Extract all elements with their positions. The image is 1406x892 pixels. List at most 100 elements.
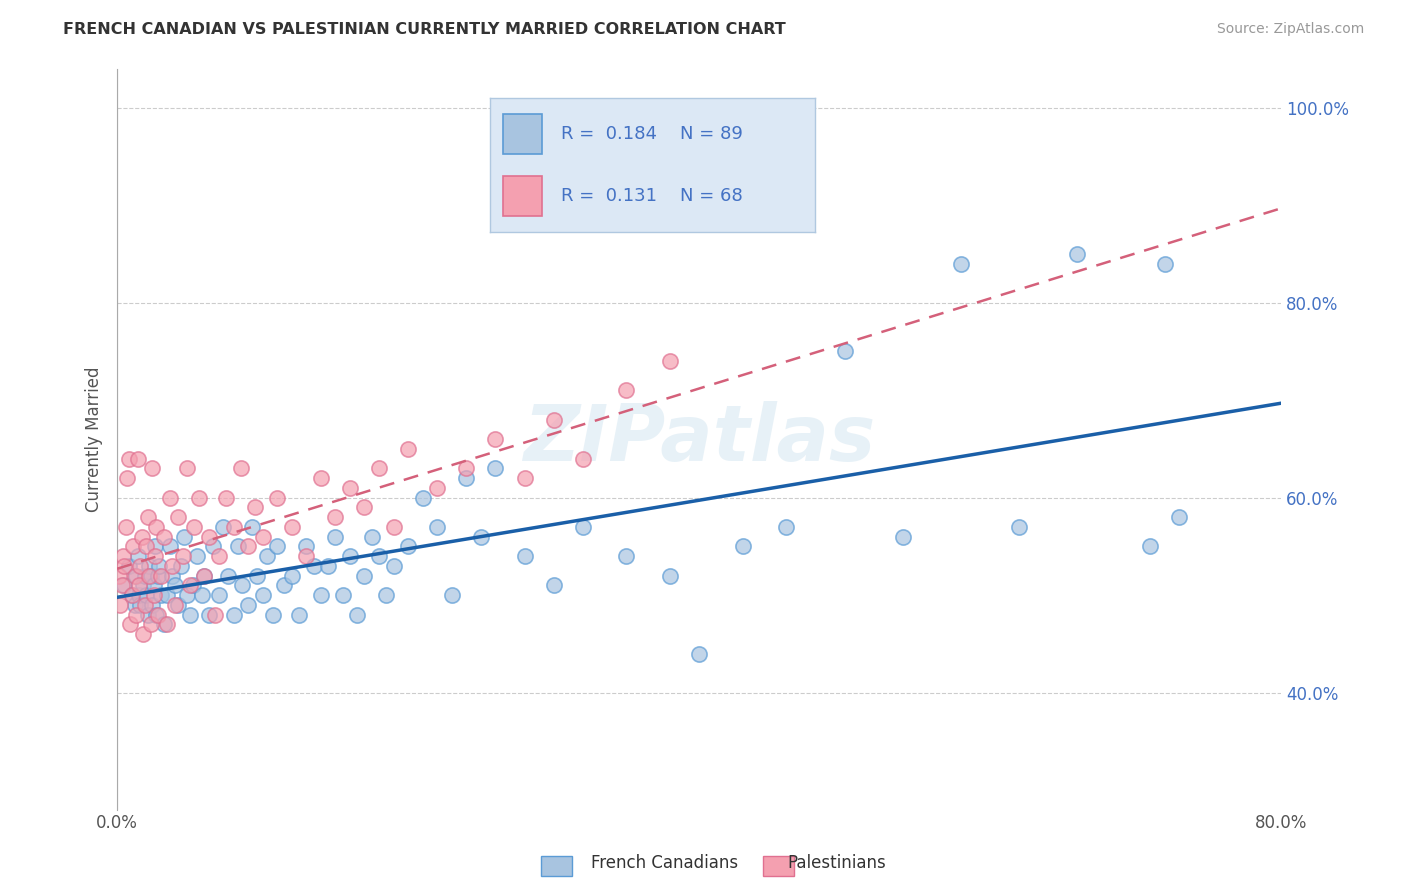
- Point: [470, 529, 492, 543]
- Point: [659, 354, 682, 368]
- Point: [242, 520, 264, 534]
- Point: [1153, 256, 1175, 270]
- Point: [212, 520, 235, 534]
- Point: [229, 461, 252, 475]
- Point: [134, 598, 156, 612]
- Point: [141, 461, 163, 475]
- Point: [208, 588, 231, 602]
- Point: [118, 558, 141, 573]
- Text: ZIPatlas: ZIPatlas: [523, 401, 875, 477]
- Point: [396, 539, 419, 553]
- Point: [484, 461, 506, 475]
- Point: [245, 500, 267, 515]
- Point: [1139, 539, 1161, 553]
- Point: [396, 442, 419, 456]
- Point: [139, 568, 162, 582]
- Point: [456, 461, 478, 475]
- Point: [165, 598, 187, 612]
- Point: [614, 549, 637, 563]
- Point: [949, 256, 972, 270]
- Point: [262, 607, 284, 622]
- Point: [256, 549, 278, 563]
- Point: [368, 549, 391, 563]
- Point: [281, 520, 304, 534]
- Point: [309, 588, 332, 602]
- Point: [353, 500, 375, 515]
- Point: [273, 578, 295, 592]
- Point: [149, 588, 172, 602]
- Point: [134, 568, 156, 582]
- Point: [325, 529, 347, 543]
- Point: [891, 529, 914, 543]
- Point: [412, 491, 434, 505]
- Point: [167, 598, 190, 612]
- Point: [141, 598, 163, 612]
- Point: [346, 607, 368, 622]
- Point: [1008, 520, 1031, 534]
- Point: [128, 578, 150, 592]
- Point: [152, 529, 174, 543]
- Point: [117, 471, 139, 485]
- Point: [339, 481, 361, 495]
- Point: [204, 607, 226, 622]
- Point: [139, 617, 162, 632]
- Point: [426, 520, 449, 534]
- Point: [834, 344, 856, 359]
- Point: [231, 578, 253, 592]
- Point: [252, 588, 274, 602]
- Point: [202, 539, 225, 553]
- Point: [131, 529, 153, 543]
- Point: [193, 568, 215, 582]
- Point: [1066, 247, 1088, 261]
- Point: [167, 510, 190, 524]
- Point: [127, 549, 149, 563]
- Point: [543, 578, 565, 592]
- Text: Palestinians: Palestinians: [787, 855, 886, 872]
- Point: [108, 598, 131, 612]
- Point: [382, 558, 405, 573]
- Point: [159, 539, 181, 553]
- Point: [222, 520, 245, 534]
- Point: [513, 471, 536, 485]
- Point: [129, 598, 152, 612]
- Point: [156, 617, 179, 632]
- Point: [118, 451, 141, 466]
- Point: [295, 549, 318, 563]
- Text: Source: ZipAtlas.com: Source: ZipAtlas.com: [1216, 22, 1364, 37]
- Point: [173, 529, 195, 543]
- Point: [325, 510, 347, 524]
- Point: [146, 568, 169, 582]
- Text: French Canadians: French Canadians: [591, 855, 738, 872]
- Point: [281, 568, 304, 582]
- Point: [135, 588, 157, 602]
- Point: [217, 568, 239, 582]
- Point: [114, 578, 136, 592]
- Point: [484, 432, 506, 446]
- Point: [236, 598, 259, 612]
- Point: [215, 491, 238, 505]
- Point: [309, 471, 332, 485]
- Point: [775, 520, 797, 534]
- Point: [266, 539, 288, 553]
- Point: [183, 520, 205, 534]
- Point: [152, 617, 174, 632]
- Point: [456, 471, 478, 485]
- Point: [252, 529, 274, 543]
- Point: [165, 578, 187, 592]
- Point: [142, 588, 165, 602]
- Point: [198, 529, 221, 543]
- Point: [145, 520, 167, 534]
- Point: [198, 607, 221, 622]
- Point: [181, 578, 204, 592]
- Point: [190, 588, 212, 602]
- Point: [186, 549, 208, 563]
- Point: [659, 568, 682, 582]
- Point: [208, 549, 231, 563]
- Point: [148, 558, 170, 573]
- Point: [129, 558, 152, 573]
- Point: [172, 549, 194, 563]
- Point: [543, 412, 565, 426]
- Point: [124, 598, 146, 612]
- Point: [143, 549, 166, 563]
- Point: [426, 481, 449, 495]
